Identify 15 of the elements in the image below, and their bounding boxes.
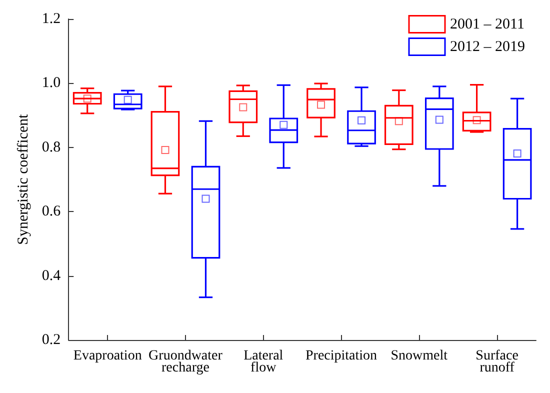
legend-label: 2001 – 2011 — [450, 16, 524, 32]
y-tick-label: 0.2 — [42, 332, 61, 348]
x-tick-label: Gruondwater recharge — [148, 348, 223, 376]
y-tick-label: 0.6 — [42, 204, 62, 220]
x-tick-label: Precipitation — [305, 348, 378, 364]
y-axis-title: Synergistic coefficent — [16, 113, 32, 245]
y-tick-label: 1.0 — [42, 75, 61, 92]
y-tick-label: 0.8 — [42, 139, 61, 156]
x-tick-label: Snowmelt — [390, 348, 448, 364]
y-tick-label: 0.4 — [42, 268, 62, 284]
x-tick-label: Surface runoff — [476, 348, 518, 376]
x-tick-label: Evaproation — [73, 348, 142, 364]
y-tick-label: 1.2 — [42, 11, 61, 27]
x-tick-label: Lateral flow — [244, 348, 284, 376]
legend-label: 2012 – 2019 — [450, 38, 525, 55]
